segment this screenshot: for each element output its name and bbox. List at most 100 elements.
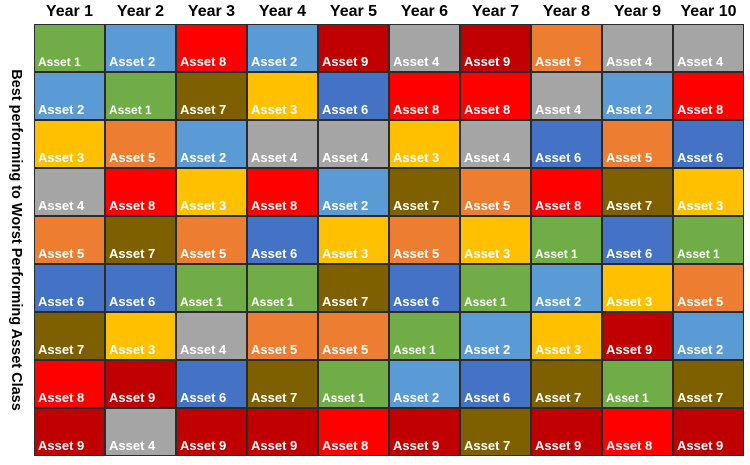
grid-cell: Asset 6	[34, 264, 105, 312]
cell-label: Asset 2	[464, 342, 511, 357]
cell-label: Asset 3	[535, 342, 582, 357]
cell-label: Asset 4	[535, 102, 582, 117]
grid-cell: Asset 5	[105, 120, 176, 168]
cell-label: Asset 7	[393, 198, 440, 213]
cell-label: Asset 1	[393, 343, 436, 357]
grid-cell: Asset 6	[105, 264, 176, 312]
cell-label: Asset 6	[251, 246, 298, 261]
cell-label: Asset 1	[606, 391, 649, 405]
cell-label: Asset 4	[393, 54, 440, 69]
cell-label: Asset 9	[606, 342, 653, 357]
grid-cell: Asset 2	[673, 312, 744, 360]
grid-cell: Asset 2	[389, 360, 460, 408]
cell-label: Asset 1	[464, 295, 507, 309]
grid-cell: Asset 4	[318, 120, 389, 168]
cell-label: Asset 1	[677, 247, 720, 261]
cell-label: Asset 7	[180, 102, 227, 117]
cell-label: Asset 9	[393, 438, 440, 453]
cell-label: Asset 8	[464, 102, 511, 117]
grid-cell: Asset 2	[105, 24, 176, 72]
cell-label: Asset 2	[38, 102, 85, 117]
grid-cell: Asset 2	[531, 264, 602, 312]
cell-label: Asset 1	[535, 247, 578, 261]
grid-cell: Asset 1	[105, 72, 176, 120]
column-header-year-5: Year 5	[329, 3, 378, 20]
cell-label: Asset 1	[322, 391, 365, 405]
grid-cell: Asset 1	[389, 312, 460, 360]
cell-label: Asset 5	[393, 246, 440, 261]
grid-cell: Asset 1	[531, 216, 602, 264]
cell-label: Asset 1	[180, 295, 223, 309]
grid-cell: Asset 6	[460, 360, 531, 408]
y-axis-label-text: Best performing to Worst Performing Asse…	[8, 69, 24, 411]
grid-cell: Asset 9	[105, 360, 176, 408]
cell-label: Asset 2	[251, 54, 298, 69]
cell-label: Asset 4	[251, 150, 298, 165]
grid-cell: Asset 8	[531, 168, 602, 216]
cell-label: Asset 2	[393, 390, 440, 405]
cell-label: Asset 8	[393, 102, 440, 117]
cell-label: Asset 6	[535, 150, 582, 165]
grid-cell: Asset 8	[460, 72, 531, 120]
cell-label: Asset 1	[109, 103, 152, 117]
grid-cell: Asset 8	[673, 72, 744, 120]
grid-cell: Asset 9	[34, 408, 105, 456]
cell-label: Asset 5	[464, 198, 511, 213]
cell-label: Asset 8	[251, 198, 298, 213]
y-axis-label: Best performing to Worst Performing Asse…	[0, 24, 32, 456]
cell-label: Asset 4	[38, 198, 85, 213]
cell-label: Asset 7	[251, 390, 298, 405]
grid-cell: Asset 9	[531, 408, 602, 456]
cell-label: Asset 8	[38, 390, 85, 405]
asset-performance-grid: Asset 1 Asset 2 Asset 8 Asset 2 Asset 9 Asset…	[34, 24, 744, 456]
grid-cell: Asset 9	[176, 408, 247, 456]
cell-label: Asset 7	[109, 246, 156, 261]
grid-cell: Asset 4	[247, 120, 318, 168]
grid-cell: Asset 5	[460, 168, 531, 216]
grid-cell: Asset 1	[318, 360, 389, 408]
grid-cell: Asset 8	[602, 408, 673, 456]
grid-cell: Asset 6	[673, 120, 744, 168]
grid-cell: Asset 7	[105, 216, 176, 264]
grid-cell: Asset 2	[318, 168, 389, 216]
column-header-year-9: Year 9	[613, 3, 662, 20]
grid-cell: Asset 5	[531, 24, 602, 72]
grid-cell: Asset 1	[602, 360, 673, 408]
cell-label: Asset 9	[109, 390, 156, 405]
cell-label: Asset 8	[677, 102, 724, 117]
cell-label: Asset 4	[606, 54, 653, 69]
grid-cell: Asset 2	[460, 312, 531, 360]
grid-cell: Asset 7	[531, 360, 602, 408]
grid-cell: Asset 9	[602, 312, 673, 360]
grid-cell: Asset 6	[602, 216, 673, 264]
grid-cell: Asset 4	[105, 408, 176, 456]
grid-cell: Asset 6	[247, 216, 318, 264]
grid-cell: Asset 3	[673, 168, 744, 216]
cell-label: Asset 6	[109, 294, 156, 309]
year-header-row: Year 1 Year 2 Year 3 Year 4 Year 5 Year 6 Year…	[34, 0, 744, 24]
cell-label: Asset 5	[109, 150, 156, 165]
cell-label: Asset 5	[180, 246, 227, 261]
grid-cell: Asset 1	[673, 216, 744, 264]
cell-label: Asset 7	[535, 390, 582, 405]
cell-label: Asset 4	[322, 150, 369, 165]
cell-label: Asset 3	[606, 294, 653, 309]
cell-label: Asset 9	[464, 54, 511, 69]
cell-label: Asset 2	[109, 54, 156, 69]
cell-label: Asset 6	[180, 390, 227, 405]
cell-label: Asset 3	[393, 150, 440, 165]
cell-label: Asset 9	[322, 54, 369, 69]
grid-cell: Asset 5	[389, 216, 460, 264]
column-header-year-6: Year 6	[400, 3, 449, 20]
grid-cell: Asset 6	[531, 120, 602, 168]
grid-cell: Asset 3	[318, 216, 389, 264]
grid-cell: Asset 7	[34, 312, 105, 360]
grid-cell: Asset 4	[531, 72, 602, 120]
cell-label: Asset 1	[251, 295, 294, 309]
grid-cell: Asset 5	[34, 216, 105, 264]
cell-label: Asset 7	[322, 294, 369, 309]
grid-cell: Asset 8	[34, 360, 105, 408]
grid-cell: Asset 3	[176, 168, 247, 216]
grid-cell: Asset 4	[389, 24, 460, 72]
cell-label: Asset 6	[38, 294, 85, 309]
